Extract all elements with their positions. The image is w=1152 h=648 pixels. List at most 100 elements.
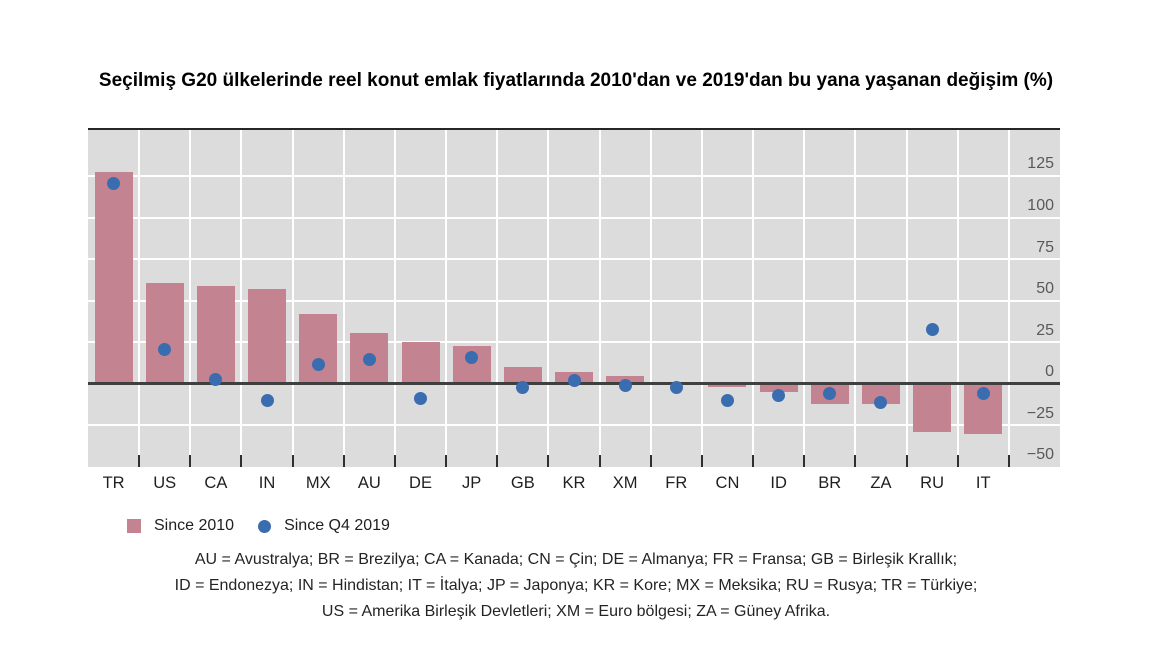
footnote: AU = Avustralya; BR = Brezilya; CA = Kan…: [0, 547, 1152, 625]
x-tick-label-MX: MX: [305, 474, 331, 492]
x-tick-label-AU: AU: [357, 474, 381, 492]
bar-CN: [708, 383, 747, 388]
vertical-gridline: [189, 130, 192, 467]
bar-CA: [196, 286, 235, 384]
plot-area: 125 100 75 50 25 0 −25 −50: [88, 130, 1060, 467]
x-axis-tickmark: [240, 455, 243, 467]
dot-US: [158, 342, 172, 356]
x-axis-tickmark: [956, 455, 959, 467]
bar-ZA: [861, 383, 900, 404]
dot-KR: [567, 374, 581, 388]
bar-ID: [759, 383, 798, 393]
y-tick-label: −50: [1026, 446, 1054, 463]
x-tick-label-RU: RU: [920, 474, 944, 492]
x-axis-tickmark: [138, 455, 141, 467]
legend-square-marker-since-2010: [127, 519, 141, 533]
horizontal-gridline: [88, 175, 1060, 178]
bar-DE: [401, 342, 440, 384]
x-tick-label-BR: BR: [818, 474, 842, 492]
dot-ID: [772, 389, 786, 403]
footnote-line-3: US = Amerika Birleşik Devletleri; XM = E…: [321, 603, 831, 620]
footnote-line-2: ID = Endonezya; IN = Hindistan; IT = İta…: [174, 577, 978, 594]
vertical-gridline: [342, 130, 345, 467]
x-tick-label-GB: GB: [510, 474, 535, 492]
x-tick-label-ID: ID: [770, 474, 787, 492]
vertical-gridline: [905, 130, 908, 467]
x-axis-tickmark: [189, 455, 192, 467]
x-axis-tickmark: [854, 455, 857, 467]
x-tick-label-JP: JP: [462, 474, 482, 492]
vertical-gridline: [445, 130, 448, 467]
x-axis-tickmark: [803, 455, 806, 467]
x-axis-tickmark: [291, 455, 294, 467]
dot-IT: [976, 387, 990, 401]
x-tick-label-TR: TR: [102, 474, 125, 492]
dot-TR: [107, 176, 121, 190]
vertical-gridline: [547, 130, 550, 467]
vertical-gridline: [291, 130, 294, 467]
y-tick-label: 125: [1027, 155, 1054, 173]
vertical-gridline: [496, 130, 499, 467]
vertical-gridline: [1007, 130, 1010, 467]
dot-CA: [209, 372, 223, 386]
footnote-line-1: AU = Avustralya; BR = Brezilya; CA = Kan…: [194, 551, 958, 568]
dot-XM: [618, 379, 632, 393]
x-axis-tickmark: [496, 455, 499, 467]
legend-label-since-q4-2019: Since Q4 2019: [284, 517, 390, 534]
y-tick-label: 75: [1036, 238, 1054, 256]
bar-RU: [913, 383, 952, 433]
vertical-gridline: [138, 130, 141, 467]
chart-title: Seçilmiş G20 ülkelerinde reel konut emla…: [98, 70, 1054, 91]
x-tick-label-FR: FR: [665, 474, 688, 492]
legend-dot-marker-since-q4-2019: [258, 519, 272, 533]
legend-label-since-2010: Since 2010: [154, 517, 235, 534]
dot-AU: [362, 352, 376, 366]
x-tick-label-KR: KR: [562, 474, 586, 492]
x-axis-tickmark: [752, 455, 755, 467]
x-tick-label-ZA: ZA: [870, 474, 892, 492]
vertical-gridline: [598, 130, 601, 467]
dot-GB: [516, 380, 530, 394]
vertical-gridline: [393, 130, 396, 467]
x-axis-tickmark: [547, 455, 550, 467]
x-axis-tickmark: [393, 455, 396, 467]
dot-IN: [260, 394, 274, 408]
vertical-gridline: [649, 130, 652, 467]
x-tick-label-XM: XM: [612, 474, 638, 492]
x-tick-label-IN: IN: [258, 474, 276, 492]
horizontal-gridline: [88, 216, 1060, 219]
dot-BR: [823, 387, 837, 401]
bar-TR: [94, 171, 133, 384]
x-tick-label-DE: DE: [409, 474, 432, 492]
y-tick-label: 100: [1027, 197, 1054, 214]
y-tick-label: −25: [1026, 404, 1054, 422]
chart-area: 125 100 75 50 25 0 −25 −50: [88, 128, 1060, 467]
x-tick-label-CN: CN: [715, 474, 740, 492]
x-tick-label-US: US: [153, 474, 177, 492]
horizontal-gridline: [88, 341, 1060, 344]
dot-FR: [669, 380, 683, 394]
dot-JP: [465, 350, 479, 364]
x-tick-label-CA: CA: [204, 474, 228, 492]
vertical-gridline: [240, 130, 243, 467]
x-axis-tickmark: [905, 455, 908, 467]
dot-CN: [720, 394, 734, 408]
y-tick-label: 50: [1036, 280, 1054, 297]
x-axis-tickmark: [342, 455, 345, 467]
horizontal-gridline: [88, 258, 1060, 261]
vertical-gridline: [956, 130, 959, 467]
dot-RU: [925, 322, 939, 336]
horizontal-gridline: [88, 299, 1060, 302]
vertical-gridline: [752, 130, 755, 467]
horizontal-gridline: [88, 424, 1060, 427]
bar-GB: [503, 367, 542, 384]
dot-DE: [414, 392, 428, 406]
dot-MX: [311, 357, 325, 371]
x-axis-tickmark: [445, 455, 448, 467]
x-axis-tickmark: [700, 455, 703, 467]
bar-IN: [248, 289, 287, 384]
vertical-gridline: [700, 130, 703, 467]
x-axis-labels: TR US CA IN MX AU DE JP GB KR XM FR CN ID BR ZA RU IT: [88, 474, 1060, 493]
x-axis-tickmark: [1007, 455, 1010, 467]
